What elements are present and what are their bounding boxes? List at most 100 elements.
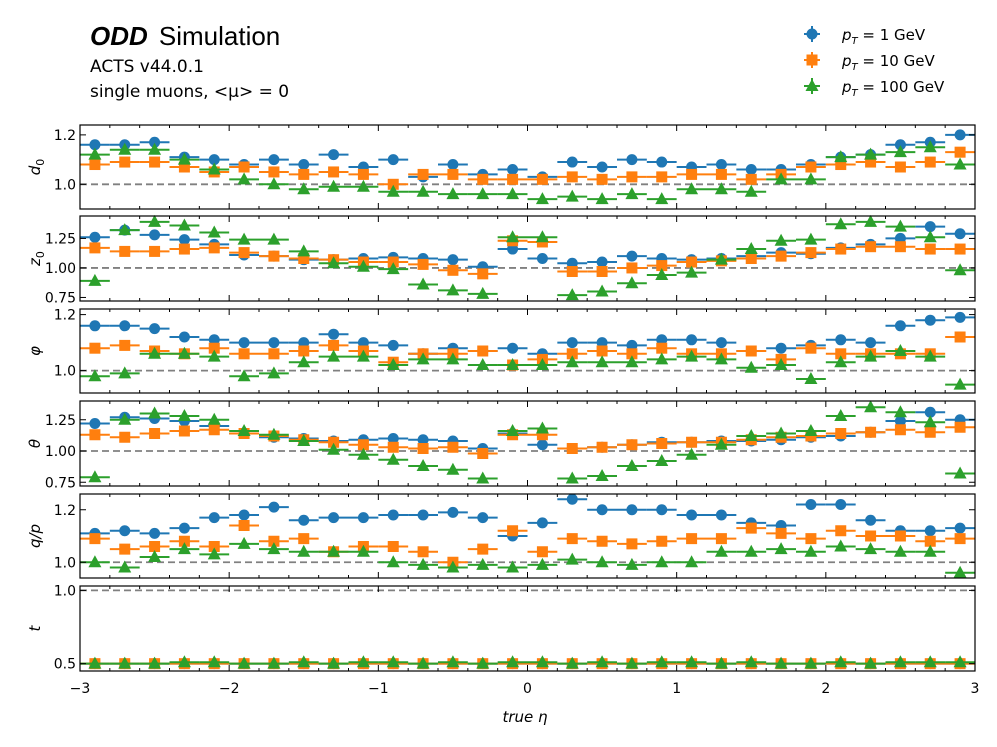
data-point <box>507 525 519 537</box>
data-point <box>387 441 399 453</box>
data-point <box>386 655 400 668</box>
data-point <box>178 234 190 246</box>
data-point <box>714 544 728 557</box>
data-point <box>177 409 191 421</box>
x-tick-label: 3 <box>971 681 980 697</box>
x-tick-label: 1 <box>672 681 681 697</box>
data-point <box>626 171 638 183</box>
data-point <box>506 560 520 573</box>
x-tick-label: 0 <box>523 681 532 697</box>
data-point <box>177 655 191 668</box>
data-point <box>177 346 191 359</box>
data-point <box>476 286 490 299</box>
data-point <box>88 656 102 669</box>
data-point <box>775 527 787 539</box>
data-point <box>506 230 520 243</box>
legend-entry: pT = 100 GeV <box>804 78 945 99</box>
data-point <box>416 656 430 669</box>
data-point <box>267 366 281 379</box>
data-point <box>774 358 788 370</box>
data-point <box>387 433 399 444</box>
data-point <box>149 541 161 552</box>
data-point <box>88 147 102 160</box>
data-point <box>596 265 608 277</box>
data-point <box>596 345 608 357</box>
data-point <box>446 352 460 365</box>
panel-3: 1.0 1.2 φ <box>26 308 976 394</box>
data-point <box>298 514 310 526</box>
data-point <box>715 509 727 521</box>
data-point <box>506 424 520 436</box>
data-point <box>89 320 101 332</box>
data-point <box>178 161 190 173</box>
data-point <box>387 256 399 268</box>
x-axis: −3 −2 −1 0 1 2 3 <box>70 681 980 697</box>
experiment-label: ODD <box>90 21 148 51</box>
y-axis-title: t <box>26 624 44 631</box>
data-point <box>237 536 251 549</box>
legend: pT = 1 GeV pT = 10 GeV pT = 100 GeV <box>804 26 945 99</box>
data-point <box>923 655 937 668</box>
data-point <box>238 509 250 521</box>
data-point <box>566 533 578 545</box>
data-point <box>118 656 132 669</box>
data-point <box>477 512 489 524</box>
data-point <box>774 233 788 246</box>
data-point <box>507 163 519 175</box>
data-point <box>953 157 967 170</box>
data-point <box>207 349 221 362</box>
data-point <box>328 512 340 524</box>
legend-marker-circle <box>806 28 818 40</box>
data-point <box>924 535 936 547</box>
y-tick-label: 1.2 <box>54 503 76 519</box>
data-point <box>387 541 399 552</box>
data-point <box>535 655 549 668</box>
data-point <box>923 415 937 428</box>
data-point <box>685 349 699 362</box>
data-point <box>656 156 668 168</box>
data-point <box>386 262 400 275</box>
data-point <box>208 541 220 552</box>
series-3 <box>80 655 975 669</box>
data-point <box>267 656 281 669</box>
data-point <box>894 424 906 436</box>
data-point <box>447 159 459 171</box>
data-point <box>148 406 162 419</box>
data-point <box>386 184 400 197</box>
data-point <box>715 159 727 171</box>
data-point <box>417 258 429 270</box>
data-point <box>655 655 669 668</box>
data-point <box>416 277 430 290</box>
data-point <box>298 253 310 264</box>
panel-4: 0.75 1.00 1.25 θ <box>26 400 976 491</box>
data-point <box>447 254 459 266</box>
data-point <box>237 656 251 669</box>
data-point <box>686 509 698 521</box>
y-tick-label: 1.00 <box>45 261 76 277</box>
data-point <box>686 168 698 180</box>
data-point <box>596 535 608 547</box>
data-point <box>178 331 190 343</box>
data-point <box>894 161 906 173</box>
data-point <box>506 655 520 668</box>
data-point <box>535 421 549 434</box>
data-point <box>357 168 369 180</box>
data-point <box>656 438 668 449</box>
data-point <box>625 459 639 471</box>
y-tick-label: 1.00 <box>45 444 76 460</box>
data-point <box>89 159 101 171</box>
data-point <box>745 345 757 357</box>
sample-description: single muons, <μ> = 0 <box>90 82 289 102</box>
data-point <box>298 337 310 349</box>
x-axis-title: true η <box>502 708 548 726</box>
data-point <box>656 171 668 183</box>
data-point <box>865 337 877 349</box>
data-point <box>89 139 101 151</box>
data-point <box>119 156 131 168</box>
data-point <box>118 223 132 236</box>
data-point <box>238 337 250 349</box>
data-point <box>625 355 639 368</box>
data-point <box>596 337 608 349</box>
data-point <box>446 462 460 475</box>
